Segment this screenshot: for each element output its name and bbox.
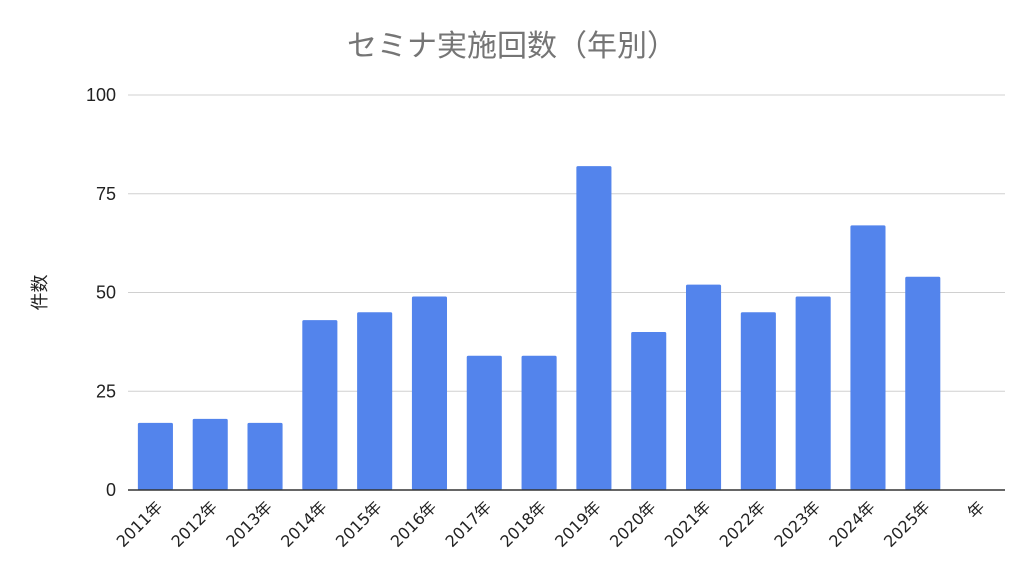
chart-title: セミナ実施回数（年別） [347,29,677,64]
x-tick-label: 2020年 [606,497,660,551]
bars [137,166,941,490]
bar-2013年 [247,422,283,490]
x-tick-label: 2025年 [880,497,934,551]
bar-2014年 [302,320,338,490]
x-tick-label: 2014年 [277,497,331,551]
bar-2011年 [137,422,173,490]
y-tick-label: 25 [96,381,116,401]
bar-2021年 [685,284,722,490]
y-axis-ticks: 0 25 50 75 100 [86,85,116,500]
x-tick-label: 2019年 [551,497,605,551]
bar-2022年 [740,312,776,490]
y-tick-label: 100 [86,85,116,105]
y-tick-label: 0 [106,480,116,500]
x-tick-label: 2013年 [222,497,276,551]
x-tick-label: 2011年 [113,497,167,551]
bar-2024年 [850,225,886,490]
bar-2025年 [905,276,941,490]
bar-2023年 [795,296,831,490]
x-tick-label: 2015年 [332,497,386,551]
x-tick-label: 年 [964,497,989,522]
bar-2015年 [357,312,393,490]
x-tick-label: 2012年 [167,497,221,551]
x-tick-label: 2022年 [716,497,770,551]
x-tick-label: 2018年 [496,497,550,551]
x-tick-label: 2021年 [661,497,715,551]
bar-2012年 [192,418,228,490]
bar-2018年 [521,355,557,490]
y-axis-label: 件数 [30,275,51,311]
bar-2020年 [631,332,667,490]
x-tick-label: 2017年 [442,497,496,551]
x-tick-label: 2024年 [825,497,879,551]
x-axis-ticks: 2011年 2012年 2013年 2014年 2015年 2016年 2017年 2018年… [113,497,989,551]
y-tick-label: 75 [96,184,116,204]
bar-2019年 [576,166,612,490]
bar-2016年 [411,296,448,490]
y-tick-label: 50 [96,283,116,303]
bar-2017年 [466,355,502,490]
x-tick-label: 2023年 [770,497,824,551]
x-tick-label: 2016年 [387,497,441,551]
